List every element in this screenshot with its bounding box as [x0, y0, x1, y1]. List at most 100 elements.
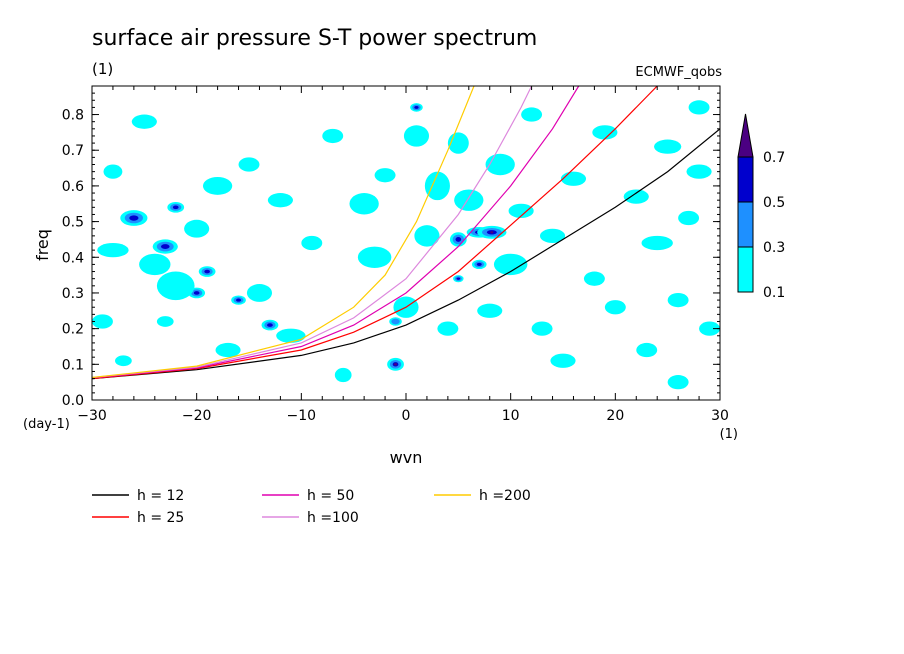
colorbar-label: 0.7 — [763, 150, 785, 166]
legend: h = 12 h = 25 h = 50 h =100 h =200 — [92, 488, 531, 526]
contour-blob — [246, 284, 273, 302]
contour-blob — [193, 291, 200, 295]
chart-title: surface air pressure S-T power spectrum — [92, 26, 537, 51]
contour-blob — [493, 253, 528, 276]
contour-blob — [184, 219, 210, 238]
contour-blob — [139, 253, 171, 276]
contour-blob — [215, 342, 241, 358]
contour-blob — [394, 363, 398, 366]
contour-blob — [202, 176, 233, 195]
y-tick-label: 0.7 — [62, 143, 84, 159]
contour-blob — [531, 321, 553, 336]
x-tick-label: 0 — [402, 408, 411, 424]
legend-label: h =200 — [479, 488, 531, 504]
contour-blob — [267, 193, 293, 208]
dispersion-curve — [92, 86, 533, 379]
contour-blob — [156, 316, 174, 327]
contour-blob — [97, 243, 129, 258]
contour-blob — [129, 215, 139, 221]
contour-blob — [550, 353, 576, 368]
contour-blob — [414, 225, 440, 247]
y-tick-label: 0.5 — [62, 215, 84, 231]
contour-blob — [160, 244, 170, 249]
contour-blob — [236, 298, 242, 302]
y-tick-label: 0.8 — [62, 108, 84, 124]
colorbar-label: 0.5 — [763, 195, 785, 211]
y-tick-label: 0.1 — [62, 357, 84, 373]
colorbar-segment — [737, 156, 754, 203]
dispersion-curve — [92, 128, 720, 380]
contour-blob — [560, 171, 587, 186]
contour-blob — [357, 246, 392, 268]
contour-blob — [623, 189, 649, 204]
contour-blob — [521, 107, 543, 122]
spectrum-contours — [92, 100, 720, 390]
y-tick-label: 0.3 — [62, 286, 84, 302]
y-tick-label: 0.0 — [62, 393, 84, 409]
y-tick-label: 0.2 — [62, 322, 84, 338]
contour-blob — [204, 269, 210, 274]
legend-label: h = 25 — [137, 510, 184, 526]
dispersion-curve — [92, 86, 475, 379]
contour-blob — [477, 303, 503, 318]
contour-blob — [403, 125, 430, 147]
contour-blob — [276, 328, 306, 343]
x-tick-label: −20 — [182, 408, 212, 424]
x-tick-label: 20 — [606, 408, 624, 424]
x-unit-label: (1) — [720, 427, 738, 442]
contour-blob — [456, 277, 461, 280]
contour-blob — [699, 321, 720, 336]
contour-blob — [238, 157, 260, 172]
contour-blob — [301, 235, 323, 251]
x-axis: −30 −20 −10 0 10 20 30 — [77, 86, 729, 424]
x-tick-label: −10 — [287, 408, 317, 424]
contour-blob — [667, 292, 689, 308]
contour-blob — [454, 189, 484, 211]
contour-blob — [583, 271, 605, 286]
contour-blob — [592, 125, 618, 140]
contour-blob — [636, 342, 658, 358]
contour-blob — [476, 262, 482, 266]
colorbar-segment — [737, 246, 754, 293]
contour-blob — [688, 100, 710, 115]
source-label: ECMWF_qobs — [635, 65, 722, 80]
contour-blob — [508, 203, 534, 219]
contour-blob — [641, 235, 673, 251]
x-tick-label: 10 — [502, 408, 520, 424]
legend-label: h =100 — [307, 510, 359, 526]
y-axis-label: freq — [33, 229, 52, 261]
contour-blob — [322, 128, 344, 144]
contour-blob — [490, 231, 494, 234]
contour-blob — [172, 205, 179, 210]
contour-blob — [103, 164, 123, 179]
contour-blob — [334, 367, 352, 383]
x-tick-label: 30 — [711, 408, 729, 424]
contour-blob — [267, 323, 273, 327]
contour-blob — [92, 314, 113, 329]
dispersion-curve — [92, 86, 658, 380]
dispersion-curves — [92, 86, 720, 380]
legend-label: h = 12 — [137, 488, 184, 504]
contour-blob — [414, 105, 419, 109]
dispersion-curve — [92, 86, 580, 379]
contour-blob — [667, 375, 689, 390]
contour-blob — [678, 210, 700, 226]
y-tick-label: 0.4 — [62, 250, 84, 266]
contour-blob — [455, 237, 462, 242]
contour-blob — [686, 164, 712, 179]
plot-area: −30 −20 −10 0 10 20 30 0.00.10.20.30.40.50.60.… — [62, 85, 729, 424]
contour-blob — [156, 271, 195, 301]
contour-blob — [604, 300, 626, 315]
contour-blob — [654, 139, 682, 154]
contour-blob — [374, 168, 396, 183]
colorbar-extend-arrow — [737, 113, 754, 158]
colorbar-segment — [737, 201, 754, 248]
contour-blob — [131, 114, 157, 129]
contour-blob — [539, 228, 566, 243]
units-label: (1) — [92, 60, 113, 78]
y-axis: 0.0 0.1 0.2 0.3 0.4 0.5 0.6 0.7 0.8 — [62, 92, 720, 409]
y-unit-label: (day-1) — [23, 417, 70, 432]
y-tick-label: 0.6 — [62, 179, 84, 195]
contour-blob — [115, 355, 132, 367]
